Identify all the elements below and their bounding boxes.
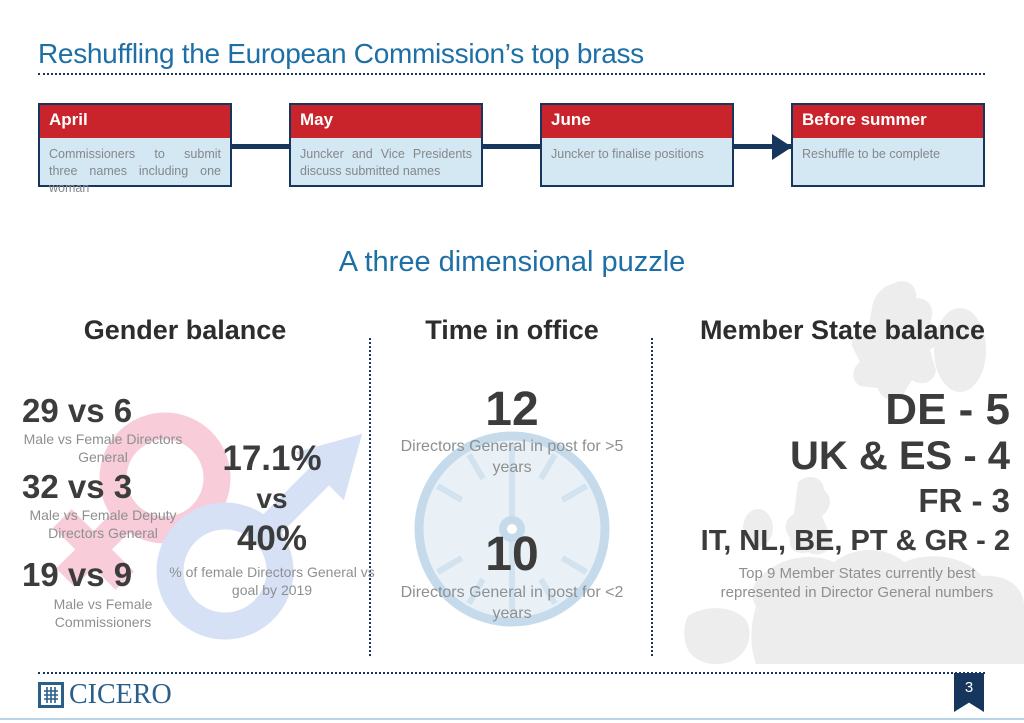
member-column-title: Member State balance [699,315,986,345]
member-rank-value: FR - 3 [918,482,1010,519]
timeline-item-may: May Juncker and Vice Presidents discuss … [289,103,483,187]
column-divider [651,338,653,656]
timeline: April Commissioners to submit three name… [38,103,985,195]
clock-icon [414,431,610,627]
gender-stat-label: Male vs Female Deputy Directors General [29,507,177,541]
time-stat-value: 10 [485,528,539,581]
gender-comparison: 17.1% vs 40% % of female Directors Gener… [163,441,381,599]
europe-map-icon [684,281,1024,664]
timeline-item-june: June Juncker to finalise positions [540,103,734,187]
timeline-month-label: June [542,105,732,138]
time-stat-value: 12 [485,383,539,436]
footer-rule [38,672,985,674]
timeline-connector [483,144,540,149]
member-caption: Top 9 Member States currently best repre… [720,565,994,601]
gender-stat-label: Male vs Female Directors General [23,431,183,465]
bottom-rule [0,718,1024,720]
brand-name: CICERO [69,679,172,710]
cicero-logo-icon [38,682,64,708]
time-stat-label: Directors General in post for <2 years [400,584,624,622]
column-divider [369,338,371,656]
vs-label: vs [256,483,288,514]
timeline-item-text: Commissioners to submit three names incl… [49,147,221,195]
timeline-connector [232,144,289,149]
page-title: Reshuffling the European Commission’s to… [38,38,644,69]
timeline-item-text: Juncker to finalise positions [551,147,704,161]
gender-stat-value: 29 vs 6 [22,392,133,429]
timeline-month-label: Before summer [793,105,983,138]
timeline-arrow-icon [734,144,791,149]
female-percentage-value: 17.1% [222,439,322,478]
section-subtitle: A three dimensional puzzle [338,246,686,278]
member-rank-value: IT, NL, BE, PT & GR - 2 [700,525,1010,557]
timeline-month-label: May [291,105,481,138]
gender-stat-value: 32 vs 3 [22,468,133,505]
gender-stat-value: 19 vs 9 [22,556,133,593]
gender-comparison-caption: % of female Directors General vs goal by… [169,564,375,599]
title-underline [38,73,985,75]
member-rank-value: DE - 5 [885,385,1010,434]
gender-symbols-icon [53,412,363,640]
timeline-item-text: Reshuffle to be complete [802,147,941,161]
timeline-item-april: April Commissioners to submit three name… [38,103,232,195]
cicero-logo: CICERO [38,681,172,709]
timeline-month-label: April [40,105,230,138]
page-number-ribbon: 3 [954,673,984,712]
female-symbol-icon [53,412,231,590]
timeline-item-before-summer: Before summer Reshuffle to be complete [791,103,985,187]
page-number: 3 [964,679,974,696]
timeline-item-text: Juncker and Vice Presidents discuss subm… [300,147,472,178]
time-column-title: Time in office [425,315,599,345]
male-symbol-icon [156,433,363,640]
gender-stat-label: Male vs Female Commissioners [53,596,153,630]
member-rank-value: UK & ES - 4 [789,434,1010,478]
goal-percentage-value: 40% [236,519,308,558]
gender-column-title: Gender balance [83,315,287,345]
time-stat-label: Directors General in post for >5 years [400,438,624,476]
